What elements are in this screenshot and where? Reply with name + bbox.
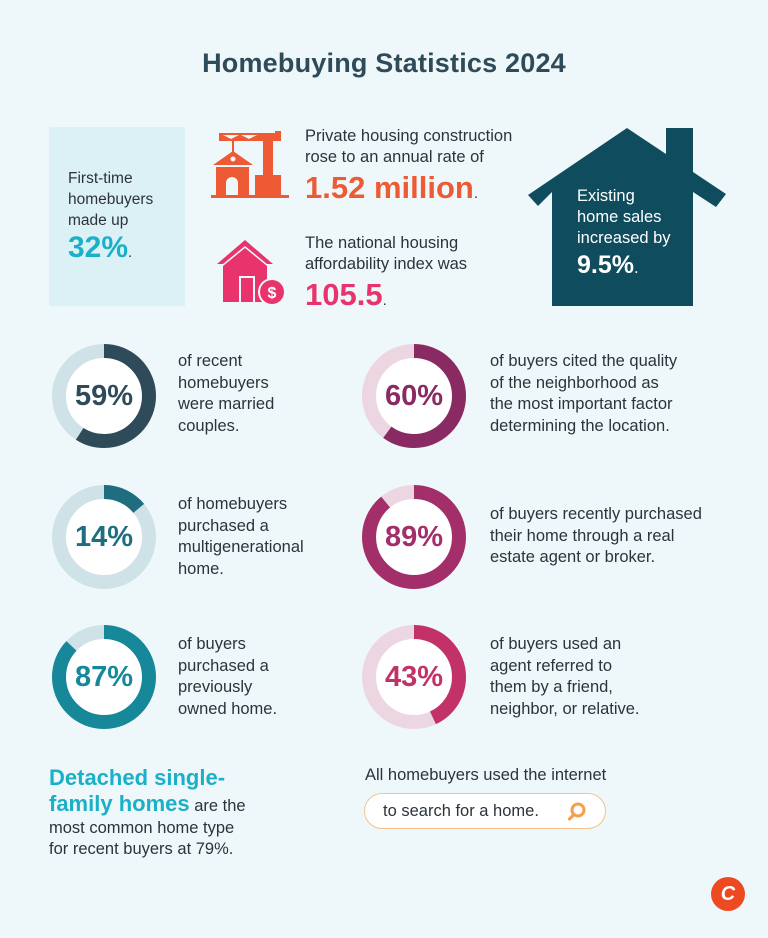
donut-value: 14% (74, 520, 134, 553)
text-line: neighbor, or relative. (490, 699, 640, 718)
text-line: determining the location. (490, 416, 670, 435)
text-line: of buyers recently purchased (490, 505, 702, 523)
text-line: increased by (577, 229, 671, 247)
donut-value: 43% (384, 660, 444, 693)
detached-highlight: family homes (49, 791, 190, 816)
text-line: of homebuyers (178, 495, 288, 513)
stat-description: of buyers used an agent referred to them b… (490, 634, 640, 720)
text-line: of buyers used an (490, 635, 622, 653)
text-line: couples. (178, 416, 240, 435)
donut-chart: 59% (48, 340, 160, 452)
text-line: affordability index was (305, 255, 468, 273)
text-line: of recent (178, 352, 243, 370)
text-line: home sales (577, 208, 662, 226)
affordability-value: 105.5 (305, 277, 383, 312)
donut-chart: 87% (48, 621, 160, 733)
text-line: estate agent or broker. (490, 548, 656, 566)
construction-text: Private housing construction rose to an … (305, 126, 512, 208)
text-line: made up (68, 212, 129, 229)
period: . (633, 259, 639, 277)
donut-value: 87% (74, 660, 134, 693)
text-line: of the neighborhood as (490, 373, 659, 392)
first-time-buyers-value: 32% (68, 231, 129, 264)
text-line: Existing (577, 187, 635, 205)
text-line: for recent buyers at 79%. (49, 840, 234, 858)
text-line: owned home. (178, 699, 278, 718)
house-shape (528, 128, 726, 306)
internet-text: All homebuyers used the internet (365, 766, 607, 784)
stat-description: of homebuyers purchased a multigenerationa… (178, 494, 304, 580)
text-line: are the (189, 797, 246, 815)
donut-value: 89% (384, 520, 444, 553)
text-line: rose to an annual rate of (305, 148, 484, 166)
text-line: were married (178, 395, 275, 413)
search-pill-text: to search for a home. (383, 801, 539, 820)
text-line: them by a friend, (490, 678, 613, 696)
stat-description: of buyers cited the quality of the neighb… (490, 351, 677, 437)
text-line: their home through a real (490, 526, 675, 545)
text-line: multigenerational (178, 538, 304, 556)
text-line: the most important factor (490, 395, 673, 413)
brand-logo: C (711, 877, 745, 911)
text-line: purchased a (178, 516, 269, 535)
first-time-buyers-text: First-time homebuyers made up 32%. (68, 168, 153, 265)
period: . (128, 244, 133, 261)
text-line: Private housing construction (305, 127, 513, 145)
detached-homes-text: Detached single- family homes are the mo… (49, 765, 289, 861)
text-line: The national housing (305, 234, 459, 252)
text-line: homebuyers (178, 373, 269, 392)
text-line: homebuyers (68, 191, 154, 208)
stat-description: of recent homebuyers were married couples. (178, 351, 274, 437)
crane-house-icon (211, 131, 289, 198)
existing-sales-value: 9.5% (577, 251, 634, 279)
construction-value: 1.52 million (305, 170, 474, 205)
period: . (382, 292, 387, 309)
affordability-text: The national housing affordability index… (305, 233, 467, 315)
text-line: previously (178, 678, 253, 696)
text-line: First-time (68, 170, 133, 187)
svg-text:$: $ (268, 285, 277, 302)
stat-description: of buyers recently purchased their home t… (490, 504, 702, 569)
donut-chart: 14% (48, 481, 160, 593)
text-line: home. (178, 559, 224, 578)
donut-value: 60% (384, 379, 444, 412)
house-dollar-icon: $ (217, 240, 286, 306)
search-icon (567, 802, 586, 821)
first-time-buyers-panel (49, 127, 185, 306)
donut-chart: 89% (358, 481, 470, 593)
period: . (473, 185, 479, 202)
donut-value: 59% (74, 379, 134, 412)
page-title: Homebuying Statistics 2024 (202, 48, 566, 78)
search-pill: to search for a home. (364, 793, 606, 829)
existing-sales-text: Existing home sales increased by 9.5%. (577, 186, 671, 281)
text-line: purchased a (178, 656, 269, 675)
text-line: of buyers (178, 635, 246, 653)
text-line: of buyers cited the quality (490, 352, 678, 370)
text-line: most common home type (49, 818, 235, 837)
text-line: agent referred to (490, 656, 612, 675)
donut-chart: 43% (358, 621, 470, 733)
detached-highlight: Detached single- (49, 765, 226, 790)
donut-chart: 60% (358, 340, 470, 452)
stat-description: of buyers purchased a previously owned home… (178, 634, 277, 720)
